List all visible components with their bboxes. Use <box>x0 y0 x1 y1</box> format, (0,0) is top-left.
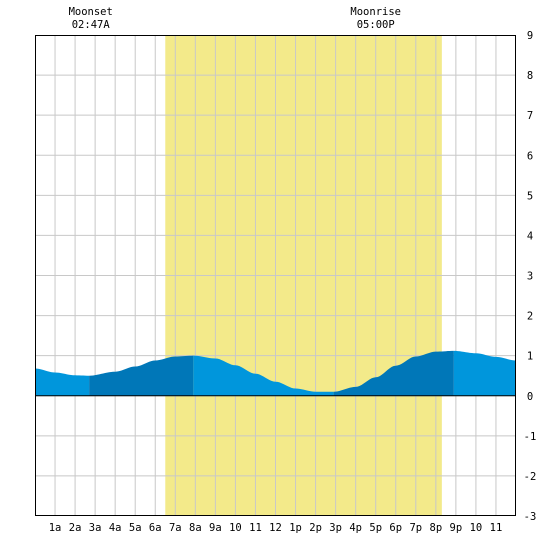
y-tick-labels: 9 8 7 6 5 4 3 2 1 0 -1 -2 -3 <box>524 30 537 523</box>
x-tick-label: 6a <box>149 522 162 534</box>
x-tick-labels: 1a 2a 3a 4a 5a 6a 7a 8a 9a 10 11 12 1p 2p 3p 4p 5p 6p 7p 8p… <box>49 522 503 534</box>
x-tick-label: 10 <box>229 522 242 534</box>
y-tick-label: -1 <box>524 431 537 443</box>
x-tick-label: 6p <box>389 522 402 534</box>
y-tick-label: 9 <box>527 30 533 42</box>
y-tick-label: 6 <box>527 150 533 162</box>
x-tick-label: 7p <box>409 522 422 534</box>
x-tick-label: 11 <box>249 522 262 534</box>
x-tick-label: 8a <box>189 522 202 534</box>
x-tick-label: 5p <box>369 522 382 534</box>
x-tick-label: 9a <box>209 522 222 534</box>
x-tick-label: 10 <box>470 522 483 534</box>
x-tick-label: 8p <box>430 522 443 534</box>
x-tick-label: 11 <box>490 522 503 534</box>
plot-border <box>35 35 516 516</box>
x-tick-label: 9p <box>450 522 463 534</box>
y-tick-label: 5 <box>527 190 533 202</box>
tide-area-layer <box>35 350 516 396</box>
x-tick-label: 4a <box>109 522 122 534</box>
x-tick-label: 3a <box>89 522 102 534</box>
y-tick-label: 3 <box>527 271 533 283</box>
x-tick-label: 1a <box>49 522 62 534</box>
tide-band-dark <box>333 350 454 396</box>
y-tick-label: -2 <box>524 471 537 483</box>
tide-band-light <box>453 350 516 396</box>
x-tick-label: 5a <box>129 522 142 534</box>
moon-event-label: Moonrise <box>350 6 401 18</box>
y-tick-label: 0 <box>527 391 533 403</box>
tide-band-dark <box>89 355 194 396</box>
grid-layer <box>35 35 516 516</box>
y-tick-label: 7 <box>527 110 533 122</box>
moon-event-time: 05:00P <box>357 19 395 31</box>
y-tick-label: 8 <box>527 70 533 82</box>
x-tick-label: 12 <box>269 522 282 534</box>
x-tick-label: 7a <box>169 522 182 534</box>
tide-band-light <box>35 368 90 396</box>
x-tick-label: 2p <box>309 522 322 534</box>
x-tick-label: 2a <box>69 522 82 534</box>
x-tick-label: 4p <box>349 522 362 534</box>
moon-event-label: Moonset <box>69 6 113 18</box>
tide-band-light <box>193 355 334 396</box>
x-tick-label: 3p <box>329 522 342 534</box>
y-tick-label: 4 <box>527 230 533 242</box>
moon-event-time: 02:47A <box>72 19 111 31</box>
x-tick-label: 1p <box>289 522 302 534</box>
y-tick-label: 2 <box>527 311 533 323</box>
y-tick-label: 1 <box>527 351 533 363</box>
y-tick-label: -3 <box>524 511 537 523</box>
